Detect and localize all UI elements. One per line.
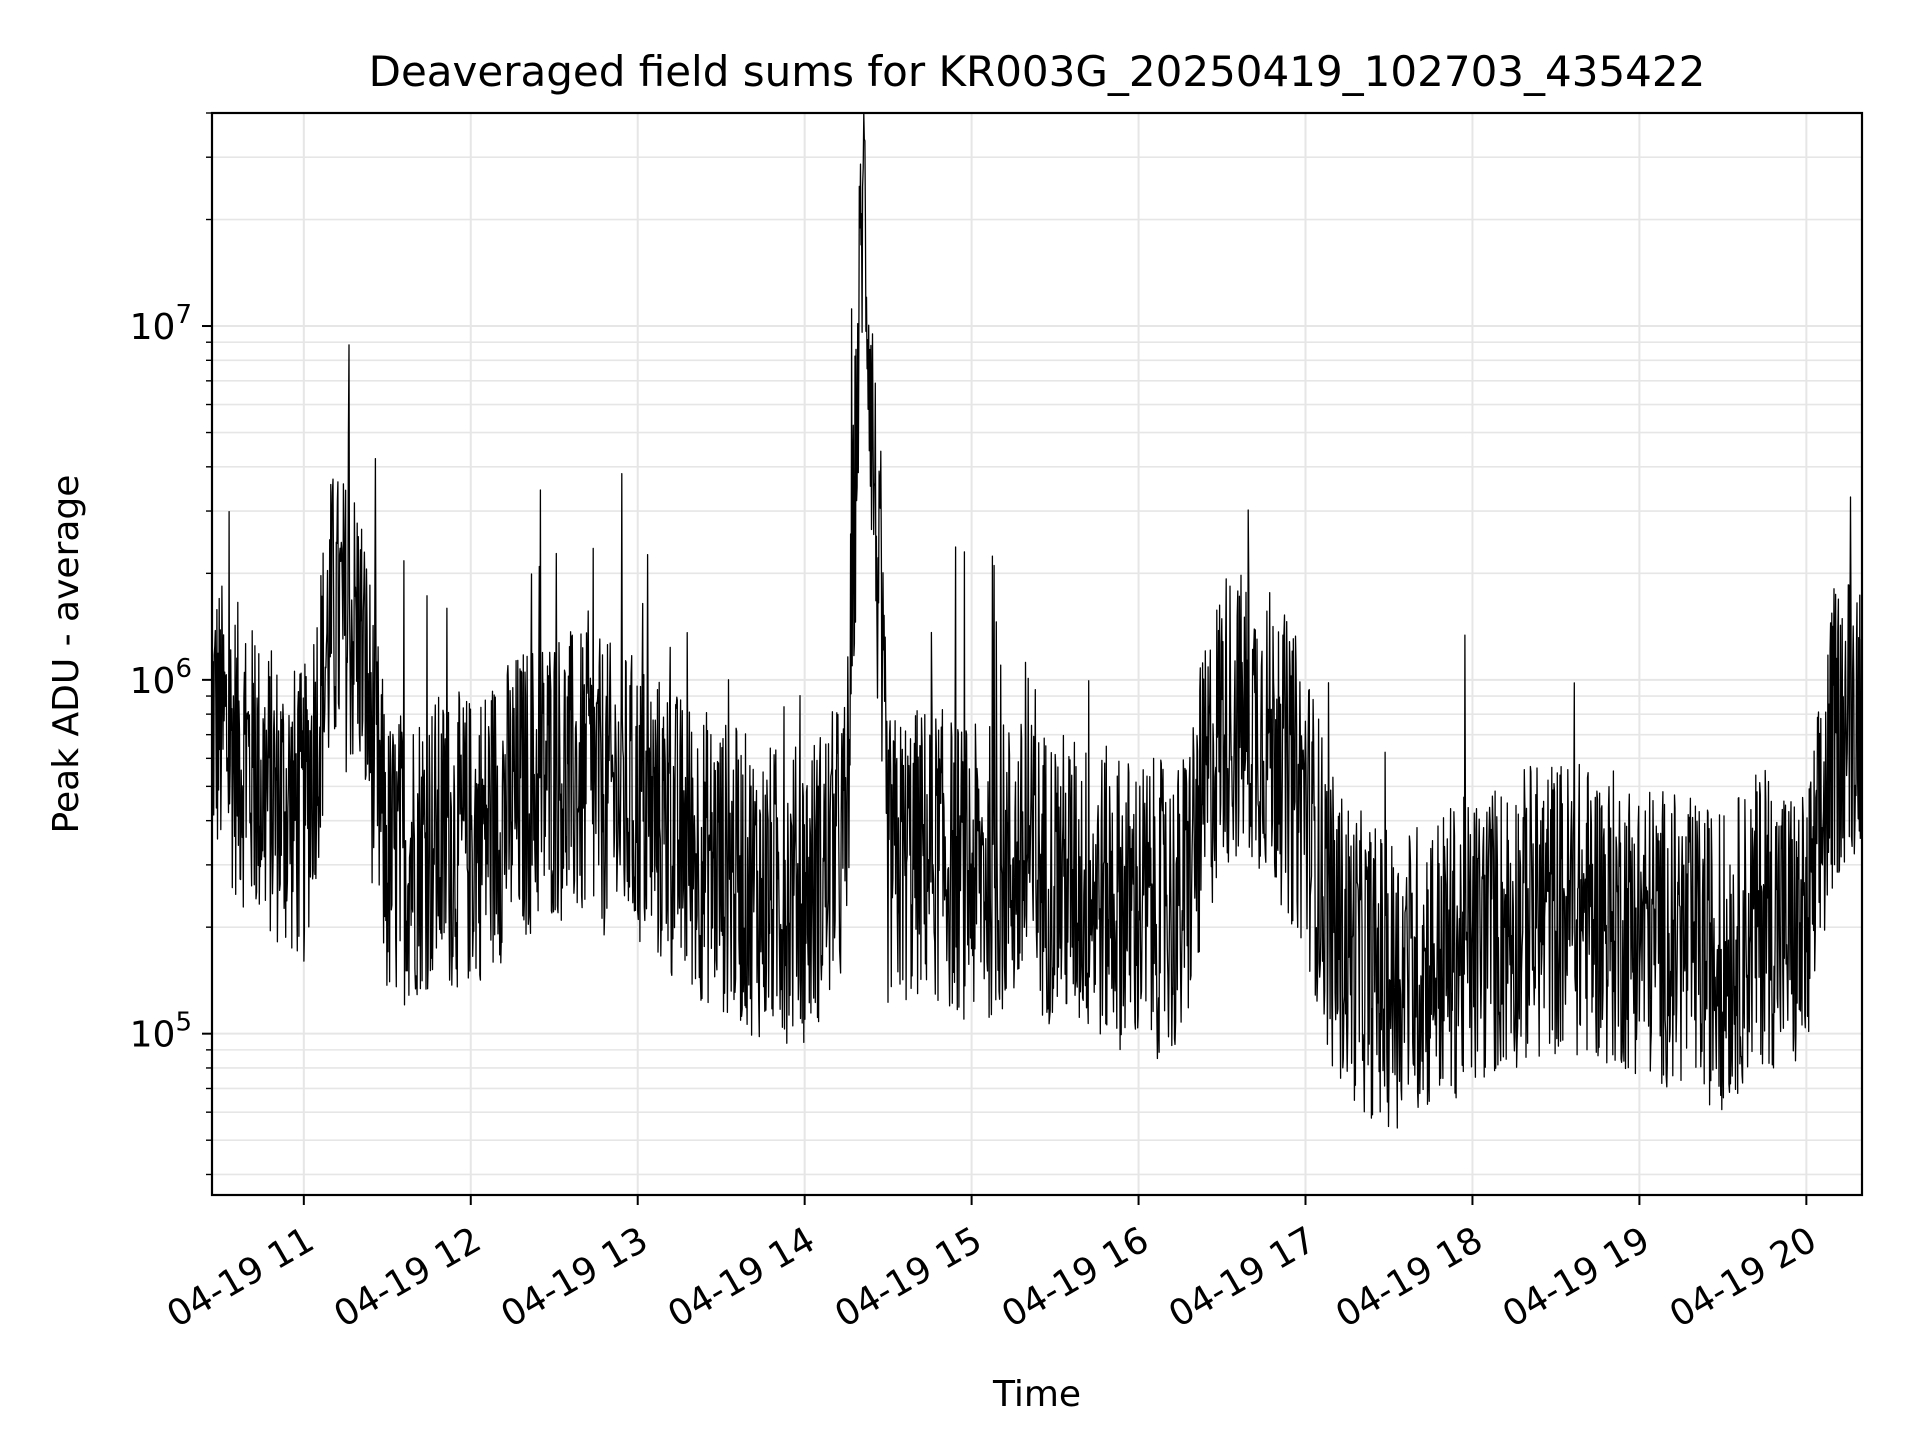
y-tick-label: 107 xyxy=(130,300,192,348)
plot-frame xyxy=(210,111,1864,1197)
y-tick-label: 105 xyxy=(130,1008,192,1056)
series-layer xyxy=(211,112,1863,1129)
y-axis: 105 106 107 xyxy=(130,112,212,1176)
y-tick-label: 106 xyxy=(130,654,192,702)
chart-title: Deaveraged field sums for KR003G_2025041… xyxy=(369,47,1706,96)
series-line xyxy=(211,112,1863,1129)
x-axis-label: Time xyxy=(992,1374,1081,1415)
y-axis-label: Peak ADU - average xyxy=(46,475,87,834)
